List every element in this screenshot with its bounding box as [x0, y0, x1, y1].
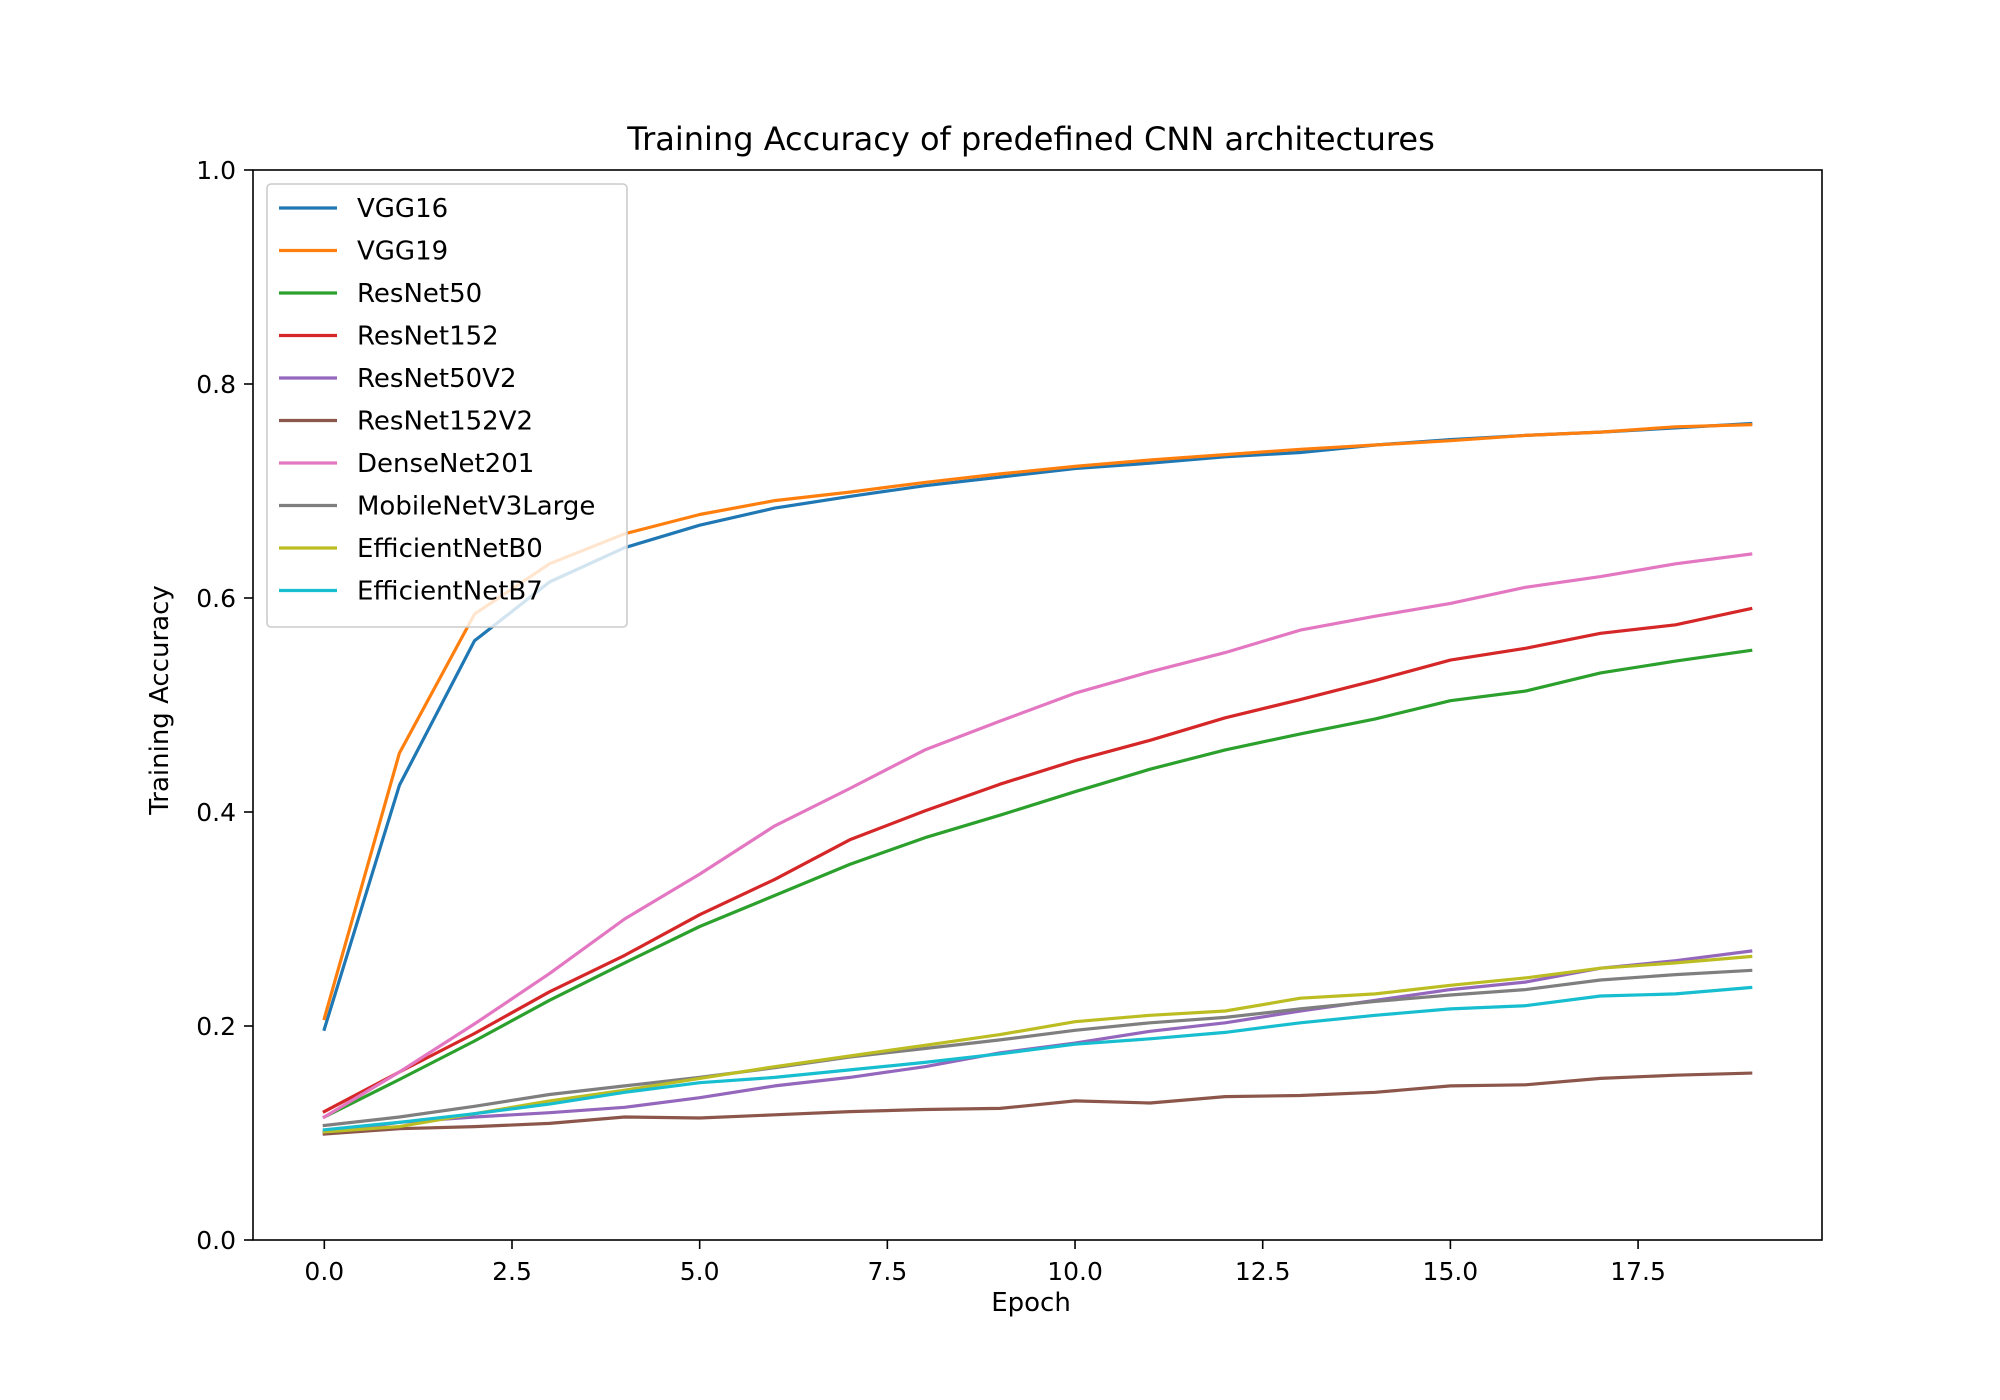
legend-label: ResNet152V2 — [357, 407, 533, 437]
legend-label: ResNet50 — [357, 279, 482, 309]
y-axis-ticks: 0.0 0.2 0.4 0.6 0.8 1.0 — [196, 156, 253, 1255]
series-line-resnet152 — [322, 606, 1753, 1114]
legend: VGG16 VGG19 ResNet50 ResNet152 ResNet50V2 Res… — [266, 183, 628, 628]
series-line-efficientnetb0 — [322, 954, 1753, 1134]
y-tick-label: 0.4 — [196, 798, 236, 827]
x-tick-label: 7.5 — [867, 1257, 907, 1286]
plot-frame — [252, 169, 1823, 1241]
legend-label: DenseNet201 — [357, 449, 534, 479]
legend-label: EfficientNetB0 — [357, 534, 543, 564]
series-line-mobilenetv3large — [322, 968, 1753, 1128]
legend-box — [266, 183, 628, 628]
series-line-densenet201 — [322, 552, 1753, 1120]
y-tick-label: 0.6 — [196, 584, 236, 613]
x-tick-label: 17.5 — [1610, 1257, 1666, 1286]
x-tick-label: 10.0 — [1047, 1257, 1103, 1286]
plot-lines — [322, 421, 1753, 1136]
y-tick-label: 0.0 — [196, 1226, 236, 1255]
series-line-resnet152v2 — [322, 1071, 1753, 1136]
x-tick-label: 2.5 — [492, 1257, 532, 1286]
y-tick-label: 0.8 — [196, 370, 236, 399]
legend-label: EfficientNetB7 — [357, 577, 543, 607]
x-tick-label: 0.0 — [304, 1257, 344, 1286]
chart-title: Training Accuracy of predefined CNN arch… — [626, 120, 1434, 158]
legend-label: VGG19 — [357, 237, 448, 267]
y-tick-label: 1.0 — [196, 156, 236, 185]
legend-label: ResNet50V2 — [357, 364, 517, 394]
x-axis-label: Epoch — [991, 1288, 1071, 1318]
x-axis-ticks: 0.0 2.5 5.0 7.5 10.0 12.5 15.0 17.5 — [304, 1240, 1666, 1286]
y-tick-label: 0.2 — [196, 1012, 236, 1041]
x-tick-label: 5.0 — [680, 1257, 720, 1286]
series-line-efficientnetb7 — [322, 985, 1753, 1132]
x-tick-label: 15.0 — [1423, 1257, 1479, 1286]
x-tick-label: 12.5 — [1235, 1257, 1291, 1286]
legend-label: ResNet152 — [357, 322, 499, 352]
series-line-resnet50 — [322, 648, 1753, 1120]
legend-label: MobileNetV3Large — [357, 492, 595, 522]
y-axis-label: Training Accuracy — [145, 585, 175, 816]
legend-label: VGG16 — [357, 194, 448, 224]
